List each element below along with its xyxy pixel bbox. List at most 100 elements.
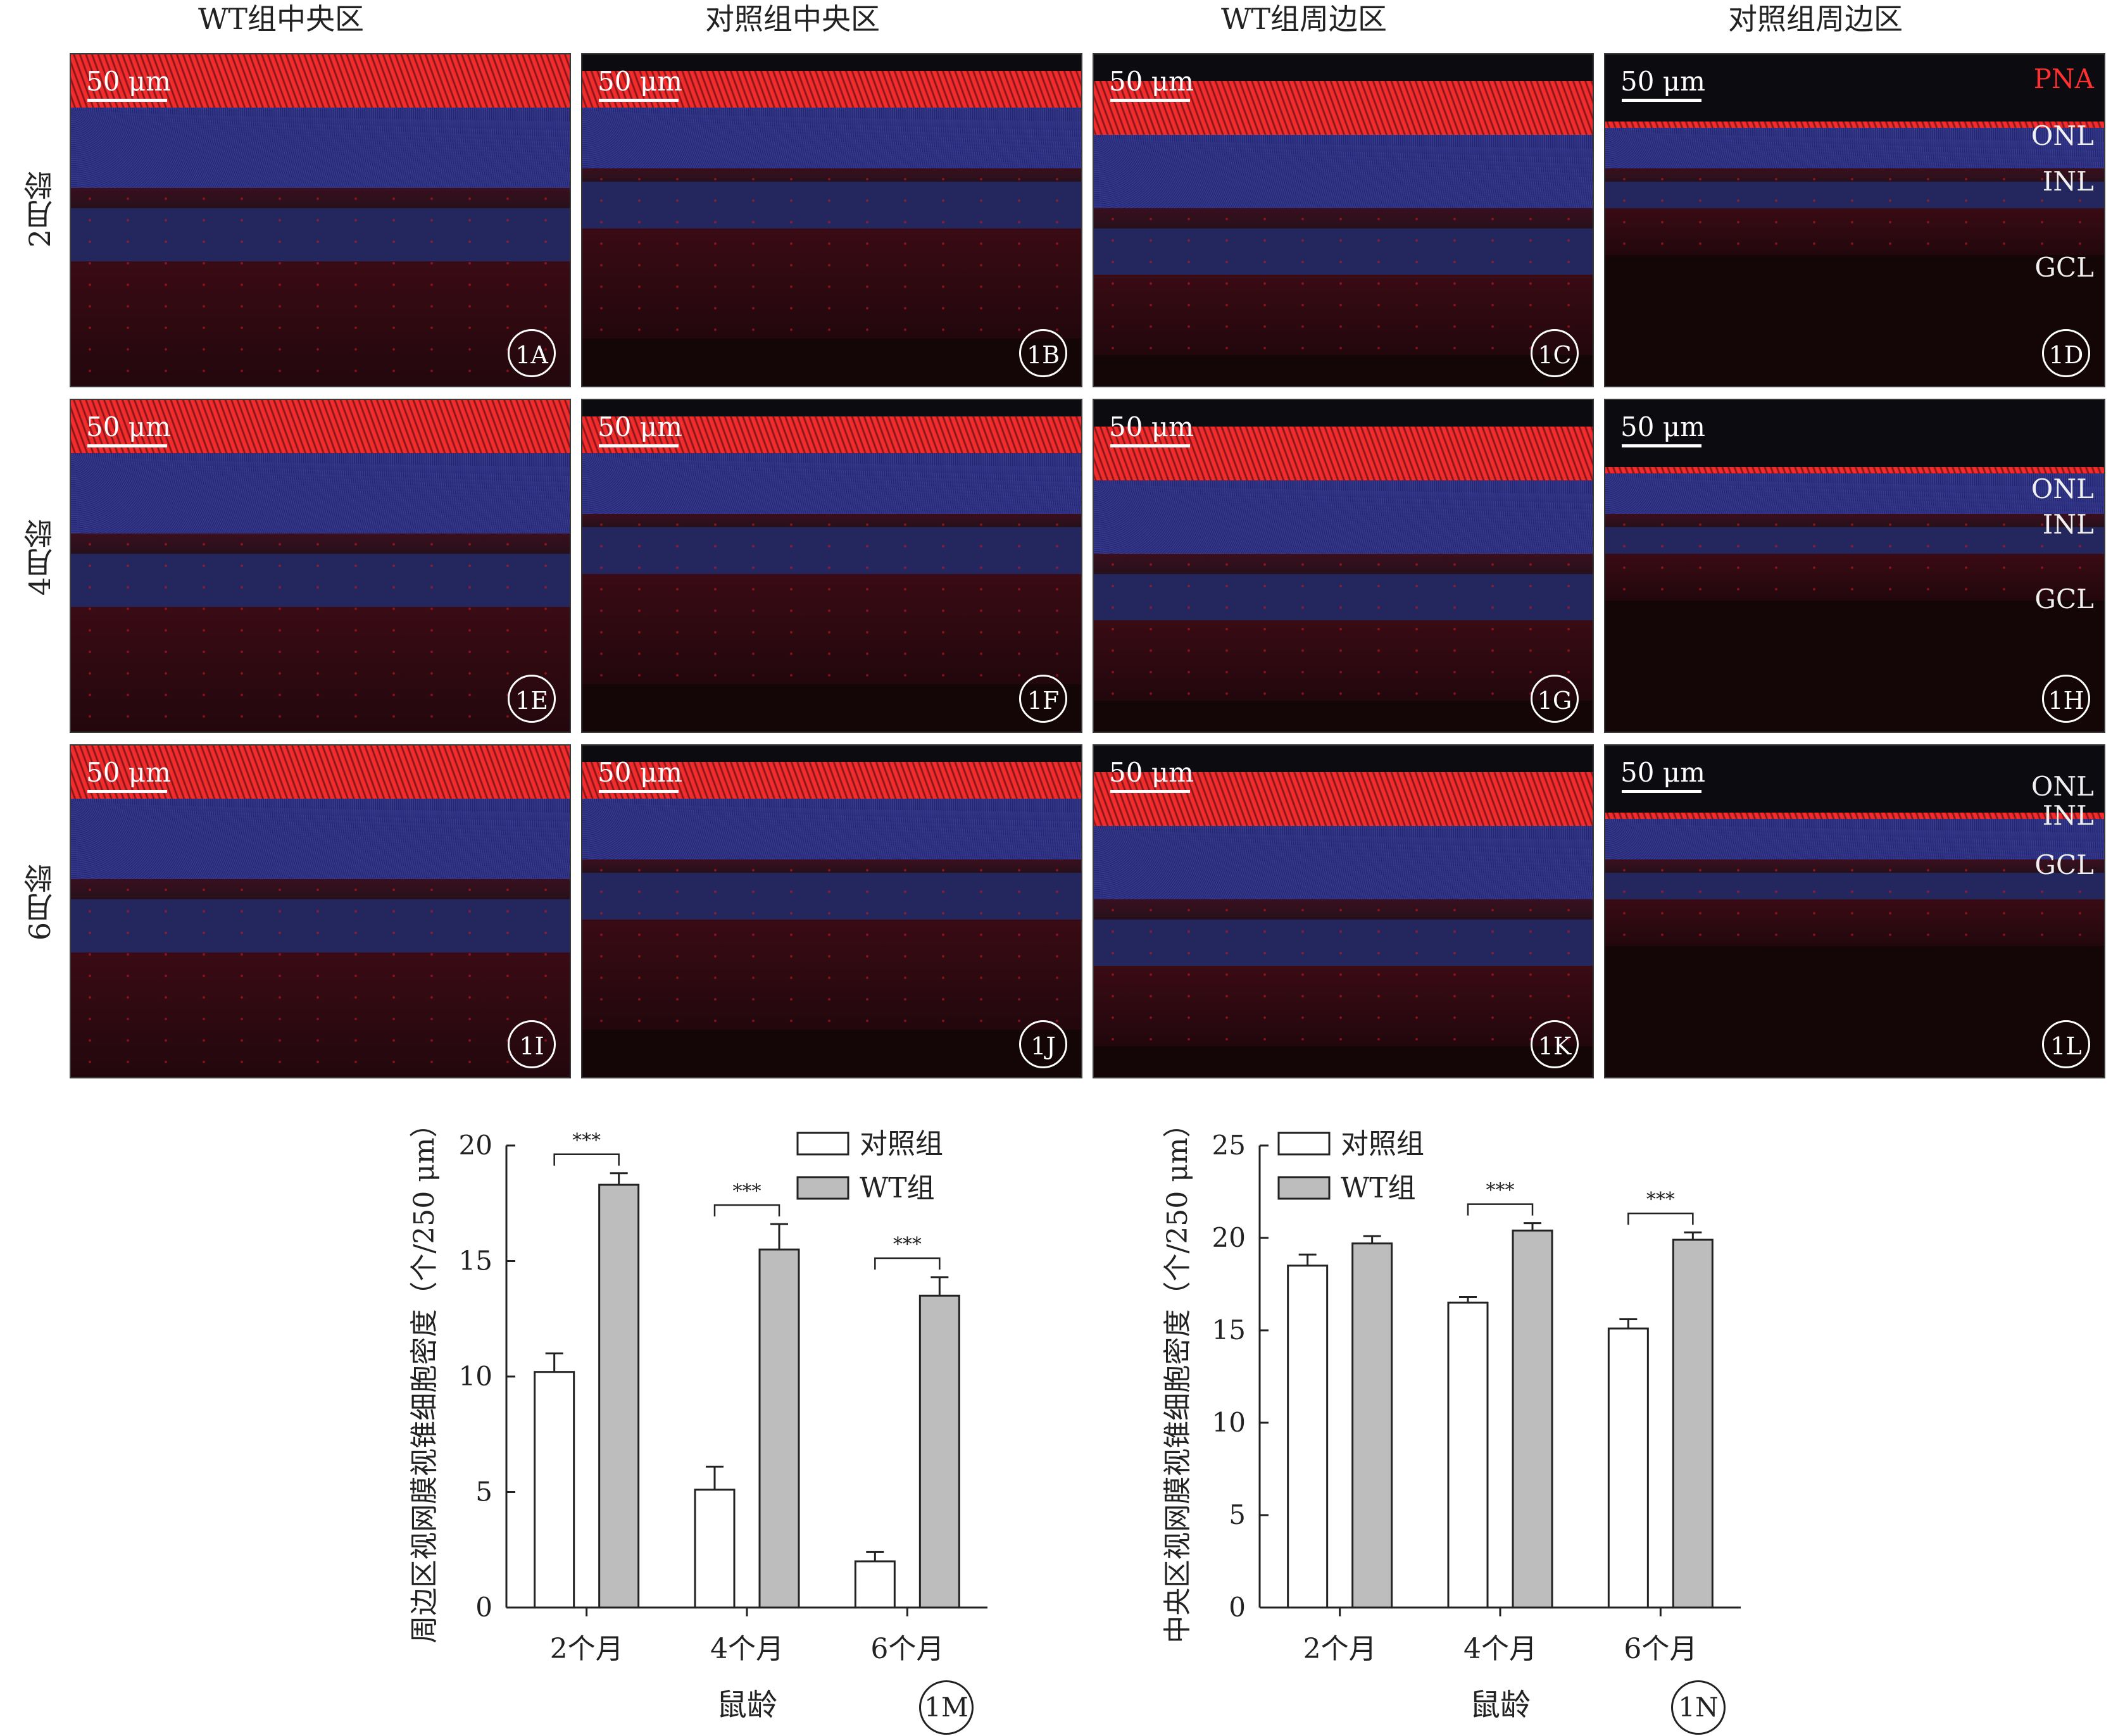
significance-bracket (553, 1153, 620, 1166)
bar (534, 1371, 575, 1609)
panel-id: 1C (1531, 329, 1579, 377)
retina-layer-onl (582, 799, 1081, 859)
layer-label-onl: ONL (2031, 771, 2094, 802)
layer-label-gcl: GCL (2034, 252, 2094, 283)
retina-layer-onl (1605, 473, 2104, 514)
layer-label-onl: ONL (2031, 120, 2094, 151)
y-tick-label: 5 (475, 1477, 492, 1508)
y-tick-label: 25 (1212, 1130, 1246, 1161)
retina-layer-onl (1605, 819, 2104, 859)
retina-layer-gcl (582, 684, 1081, 732)
scale-bar (87, 790, 167, 793)
y-tick-label: 5 (1229, 1499, 1246, 1530)
scale-bar (599, 99, 679, 102)
legend-swatch (796, 1132, 849, 1156)
micrograph-panel: 50 μm 1J (581, 744, 1082, 1078)
x-axis-label: 鼠龄 (717, 1687, 777, 1721)
scale-bar-label: 50 μm (598, 757, 682, 788)
panel-id: 1E (508, 675, 556, 723)
panel-id: 1I (508, 1020, 556, 1068)
scale-bar (1110, 99, 1190, 102)
scale-bar (1622, 444, 1701, 447)
legend-swatch (796, 1176, 849, 1200)
column-header-wt-peripheral: WT组周边区 (1221, 2, 1387, 36)
y-axis-label: 中央区视网膜视锥细胞密度（个/250 μm） (1162, 1109, 1194, 1643)
micrograph-panel: 50 μm 1E (70, 399, 571, 733)
retina-layer-onl (71, 799, 570, 880)
retina-layer-cones (1094, 772, 1593, 833)
significance-marker: *** (893, 1233, 922, 1256)
y-tick-label: 20 (459, 1130, 492, 1161)
staining-speckles (71, 534, 570, 732)
bar (598, 1183, 640, 1609)
significance-bracket (1467, 1203, 1534, 1216)
y-tick-label: 0 (1229, 1592, 1246, 1623)
y-tick-label: 15 (459, 1246, 492, 1277)
x-axis-label: 鼠龄 (1470, 1687, 1531, 1721)
scale-bar-label: 50 μm (86, 757, 171, 788)
row-label-4-months: 4月龄 (23, 519, 57, 596)
panel-id-1m: 1M (919, 1680, 974, 1735)
scale-bar-label: 50 μm (86, 66, 171, 97)
micrograph-panel: 50 μm 1L (1604, 744, 2105, 1078)
micrograph-panel: 50 μm 1F (581, 399, 1082, 733)
scale-bar-label: 50 μm (86, 411, 171, 442)
retina-layer-cones (1605, 121, 2104, 128)
x-tick-label: 4个月 (1463, 1633, 1537, 1665)
panel-id: 1D (2042, 329, 2090, 377)
column-header-control-central: 对照组中央区 (705, 2, 880, 36)
layer-label-onl: ONL (2031, 473, 2094, 504)
panel-id-1n: 1N (1671, 1680, 1726, 1735)
retina-layer-cones (1094, 427, 1593, 487)
staining-speckles (1094, 899, 1593, 1047)
retina-layer-gcl (1605, 946, 2104, 1077)
bar (918, 1294, 960, 1609)
layer-label-inl: INL (2042, 800, 2094, 831)
micrograph-panel: 50 μm 1G (1093, 399, 1594, 733)
staining-speckles (582, 168, 1081, 339)
bar (1512, 1229, 1553, 1609)
panel-id: 1A (508, 329, 556, 377)
scale-bar (599, 790, 679, 793)
significance-bracket (713, 1204, 780, 1217)
legend-swatch (1277, 1132, 1331, 1156)
panel-id: 1G (1531, 675, 1579, 723)
column-header-wt-central: WT组中央区 (198, 2, 364, 36)
layer-label-pna: PNA (2033, 63, 2094, 94)
micrograph-panel: 50 μm 1B (581, 53, 1082, 387)
staining-speckles (1605, 513, 2104, 601)
retina-layer-cones (1605, 812, 2104, 820)
retina-layer-cones (1094, 81, 1593, 142)
panel-id: 1H (2042, 675, 2090, 723)
retina-layer-gcl (1605, 254, 2104, 386)
panel-id: 1B (1019, 329, 1067, 377)
significance-marker: *** (572, 1130, 601, 1152)
retina-layer-cones (1605, 466, 2104, 474)
legend-label: 对照组 (1341, 1128, 1424, 1160)
x-tick-label: 6个月 (870, 1633, 944, 1665)
panel-id: 1F (1019, 675, 1067, 723)
retina-layer-gcl (1094, 355, 1593, 386)
row-label-6-months: 6月龄 (23, 864, 57, 941)
staining-speckles (582, 859, 1081, 1030)
staining-speckles (1094, 208, 1593, 356)
micrograph-panel: 50 μm 1K (1093, 744, 1594, 1078)
x-tick-label: 2个月 (1303, 1633, 1377, 1665)
y-tick-label: 0 (475, 1592, 492, 1623)
layer-label-inl: INL (2042, 509, 2094, 540)
retina-layer-onl (1094, 480, 1593, 554)
column-header-control-peripheral: 对照组周边区 (1728, 2, 1903, 36)
scale-bar (1622, 790, 1701, 793)
legend-label: WT组 (860, 1172, 935, 1204)
y-tick-label: 20 (1212, 1222, 1246, 1253)
micrograph-panel: 50 μm 1I (70, 744, 571, 1078)
bar (1351, 1242, 1393, 1609)
retina-layer-gcl (1094, 1046, 1593, 1077)
scale-bar (1110, 790, 1190, 793)
legend-label: 对照组 (860, 1128, 943, 1160)
y-tick-label: 10 (1212, 1407, 1246, 1438)
scale-bar-label: 50 μm (598, 66, 682, 97)
scale-bar (87, 99, 167, 102)
layer-label-inl: INL (2042, 166, 2094, 197)
bar (1607, 1327, 1649, 1609)
